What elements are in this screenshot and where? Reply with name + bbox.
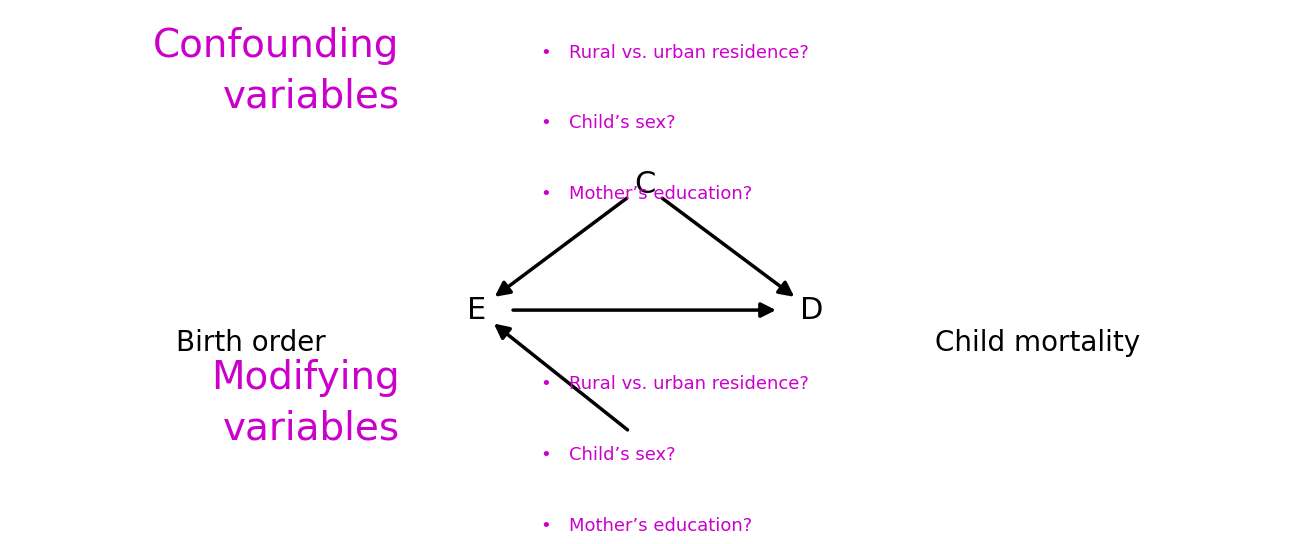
Text: •   Rural vs. urban residence?: • Rural vs. urban residence? (541, 375, 809, 393)
Text: •   Child’s sex?: • Child’s sex? (541, 446, 675, 464)
Text: D: D (800, 295, 824, 325)
Text: C: C (634, 170, 655, 200)
Text: •   Child’s sex?: • Child’s sex? (541, 114, 675, 132)
Text: •   Mother’s education?: • Mother’s education? (541, 517, 753, 535)
Text: •   Rural vs. urban residence?: • Rural vs. urban residence? (541, 44, 809, 61)
Text: Child mortality: Child mortality (935, 329, 1141, 357)
Text: Confounding
variables: Confounding variables (153, 27, 400, 115)
Text: •   Mother’s education?: • Mother’s education? (541, 185, 753, 203)
Text: Birth order: Birth order (177, 329, 326, 357)
Text: E: E (468, 295, 486, 325)
Text: Modifying
variables: Modifying variables (211, 359, 400, 447)
